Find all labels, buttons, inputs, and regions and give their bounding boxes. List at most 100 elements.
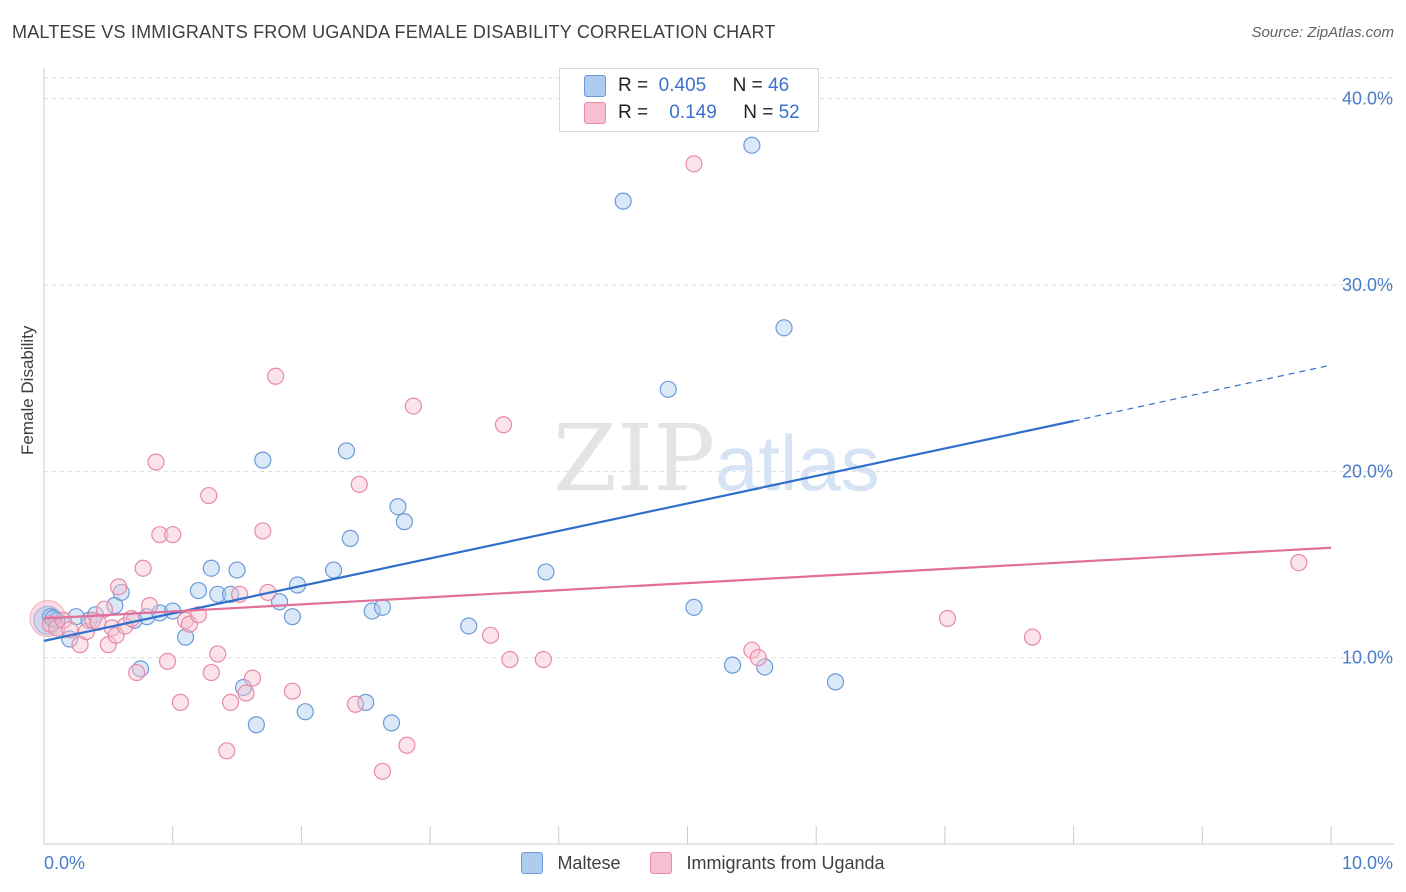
uganda-point (134, 559, 152, 577)
uganda-point (218, 742, 236, 760)
maltese-point (460, 617, 478, 635)
uganda-point (243, 669, 262, 687)
uganda-trend-line (43, 546, 1332, 620)
uganda-point (254, 522, 272, 540)
pink-swatch-icon (650, 852, 673, 874)
maltese-point (659, 380, 677, 398)
maltese-point (202, 559, 220, 577)
uganda-point (202, 663, 220, 682)
maltese-point (283, 608, 301, 626)
r-value: 0.405 (658, 75, 707, 96)
maltese-point (614, 192, 632, 210)
x-tick-label: 10.0% (1342, 853, 1393, 873)
n-value: 46 (768, 75, 790, 96)
uganda-point (938, 609, 957, 628)
n-label: N = (743, 102, 774, 123)
uganda-point (222, 693, 240, 711)
uganda-point (151, 526, 169, 544)
maltese-point (743, 136, 761, 154)
uganda-point (110, 578, 128, 596)
r-label: R = (618, 75, 649, 96)
uganda-point (200, 486, 218, 505)
pink-swatch-icon (584, 102, 606, 124)
r-value: 0.149 (669, 102, 717, 123)
n-label: N = (732, 75, 763, 96)
uganda-point (481, 626, 500, 644)
maltese-point (756, 658, 774, 676)
uganda-point (171, 693, 190, 711)
uganda-point (494, 416, 513, 434)
maltese-point (685, 598, 703, 616)
maltese-point (723, 656, 742, 674)
uganda-point (128, 663, 146, 682)
uganda-point (180, 615, 199, 633)
uganda-point (398, 736, 416, 754)
r-label: R = (618, 102, 649, 123)
maltese-point (775, 319, 793, 337)
uganda-point (140, 596, 159, 615)
uganda-point (685, 155, 703, 173)
maltese-point (189, 581, 208, 600)
uganda-point (350, 475, 368, 493)
legend-item-maltese[interactable]: Maltese (521, 852, 620, 874)
source-label: Source: ZipAtlas.com (1251, 24, 1394, 41)
uganda-point (346, 695, 365, 713)
maltese-point (389, 498, 407, 516)
maltese-trend-line (43, 419, 1074, 642)
series-legend: Maltese Immigrants from Uganda (0, 852, 1406, 874)
maltese-point (247, 716, 265, 734)
uganda-point (1290, 554, 1308, 572)
maltese-point (363, 602, 381, 620)
maltese-point (176, 628, 195, 646)
uganda-point (749, 649, 767, 667)
uganda-point (147, 453, 165, 471)
uganda-point (534, 650, 552, 669)
uganda-point (267, 367, 285, 385)
uganda-point (501, 650, 519, 669)
uganda-point (209, 645, 227, 663)
legend-label: Immigrants from Uganda (686, 852, 885, 873)
legend-row-uganda: R = 0.149 N = 52 (584, 100, 800, 126)
maltese-point (209, 585, 227, 603)
maltese-point (296, 703, 314, 721)
maltese-point (228, 561, 246, 579)
legend-label: Maltese (557, 852, 621, 873)
y-tick-label: 30.0% (1342, 275, 1393, 295)
maltese-point (324, 561, 343, 579)
watermark-zip: ZIP (553, 405, 715, 512)
maltese-point (537, 563, 555, 581)
maltese-point (357, 693, 375, 711)
maltese-point (222, 585, 240, 603)
correlation-legend: R = 0.405 N = 46 R = 0.149 N = 52 (559, 68, 819, 132)
uganda-point (237, 684, 255, 702)
maltese-point (337, 442, 356, 460)
uganda-point (95, 600, 114, 618)
maltese-point (395, 513, 413, 531)
blue-swatch-icon (521, 852, 544, 874)
legend-row-maltese: R = 0.405 N = 46 (584, 73, 789, 99)
uganda-point (1023, 628, 1042, 646)
uganda-point (373, 762, 392, 780)
uganda-point (164, 526, 182, 544)
chart-title: MALTESE VS IMMIGRANTS FROM UGANDA FEMALE… (12, 22, 776, 42)
maltese-point (382, 714, 401, 732)
n-value: 52 (778, 102, 800, 123)
uganda-point (158, 652, 177, 670)
uganda-point (404, 397, 422, 415)
maltese-trend-extension (1073, 364, 1332, 422)
maltese-point-cluster (33, 605, 63, 635)
y-tick-label: 40.0% (1342, 89, 1393, 109)
legend-item-uganda[interactable]: Immigrants from Uganda (650, 852, 885, 874)
maltese-point (373, 598, 392, 616)
maltese-point (826, 673, 845, 691)
blue-swatch-icon (584, 75, 606, 97)
y-tick-label: 20.0% (1342, 461, 1393, 481)
uganda-point (107, 626, 125, 644)
uganda-point (283, 682, 301, 700)
watermark-atlas: atlas (715, 419, 880, 507)
maltese-point (254, 451, 272, 469)
x-tick-label: 0.0% (44, 853, 85, 873)
y-tick-label: 10.0% (1342, 648, 1393, 668)
maltese-point (341, 529, 359, 548)
